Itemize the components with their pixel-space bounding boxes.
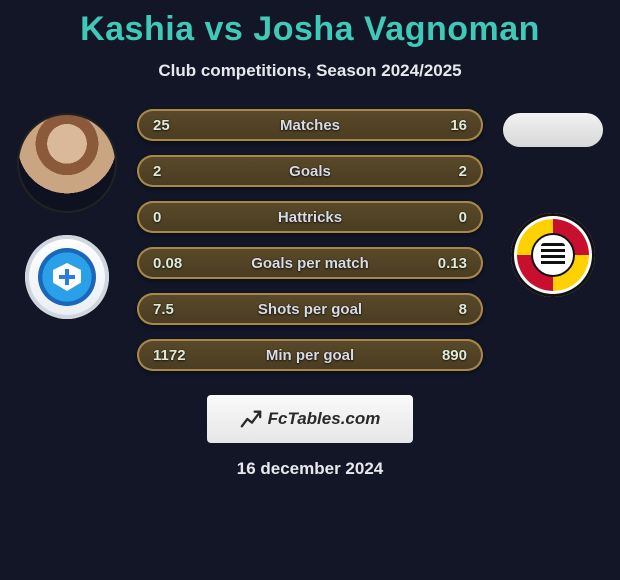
stat-right-value: 16 [419, 117, 467, 134]
stat-left-value: 0 [153, 209, 201, 226]
right-player-column [503, 109, 603, 297]
page-title: Kashia vs Josha Vagnoman [80, 10, 540, 49]
left-player-column [17, 109, 117, 319]
comparison-panel: 25 Matches 16 2 Goals 2 0 Hattricks 0 0.… [0, 109, 620, 371]
branding-text: FcTables.com [268, 409, 381, 429]
stat-row: 25 Matches 16 [137, 109, 483, 141]
stat-right-value: 0.13 [419, 255, 467, 272]
stat-row: 0.08 Goals per match 0.13 [137, 247, 483, 279]
stat-label: Matches [280, 117, 340, 134]
stat-row: 2 Goals 2 [137, 155, 483, 187]
stat-label: Min per goal [266, 347, 354, 364]
stats-list: 25 Matches 16 2 Goals 2 0 Hattricks 0 0.… [137, 109, 483, 371]
stat-right-value: 2 [419, 163, 467, 180]
stat-label: Goals [289, 163, 331, 180]
stat-row: 7.5 Shots per goal 8 [137, 293, 483, 325]
player-right-photo-placeholder [503, 113, 603, 147]
stat-left-value: 7.5 [153, 301, 201, 318]
date-label: 16 december 2024 [237, 459, 384, 479]
stat-left-value: 0.08 [153, 255, 201, 272]
club-right-center [531, 233, 575, 277]
stat-left-value: 2 [153, 163, 201, 180]
stat-row: 1172 Min per goal 890 [137, 339, 483, 371]
cross-icon [59, 269, 75, 285]
page-root: Kashia vs Josha Vagnoman Club competitio… [0, 0, 620, 499]
stat-right-value: 890 [419, 347, 467, 364]
club-left-inner [38, 248, 96, 306]
stat-right-value: 8 [419, 301, 467, 318]
shield-icon [53, 263, 81, 291]
player-left-photo [17, 113, 117, 213]
stat-row: 0 Hattricks 0 [137, 201, 483, 233]
stat-left-value: 1172 [153, 347, 201, 364]
chart-up-icon [240, 408, 262, 430]
stripes-icon [541, 243, 565, 267]
stat-right-value: 0 [419, 209, 467, 226]
branding-badge: FcTables.com [207, 395, 413, 443]
stat-left-value: 25 [153, 117, 201, 134]
page-subtitle: Club competitions, Season 2024/2025 [158, 61, 461, 81]
club-left-badge [25, 235, 109, 319]
stat-label: Hattricks [278, 209, 342, 226]
stat-label: Goals per match [251, 255, 369, 272]
stat-label: Shots per goal [258, 301, 362, 318]
club-right-badge [511, 213, 595, 297]
